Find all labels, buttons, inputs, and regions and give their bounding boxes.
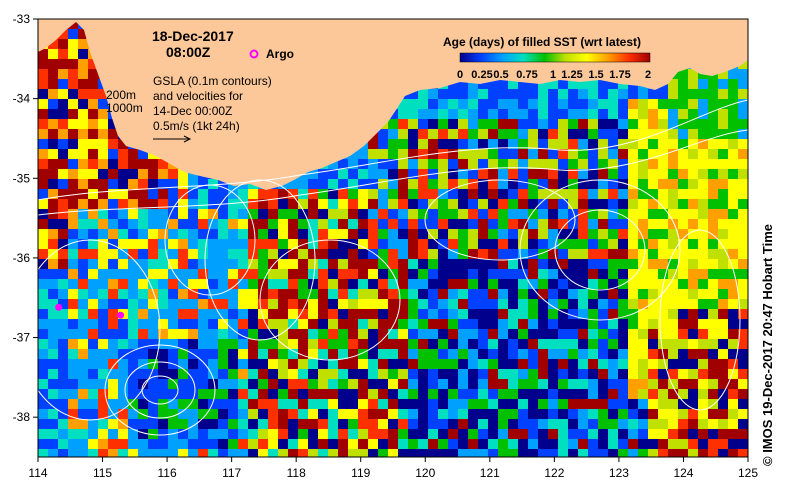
lat-tick-label: -33 bbox=[13, 12, 31, 26]
argo-legend-icon bbox=[249, 49, 259, 59]
map-time: 08:00Z bbox=[166, 44, 211, 60]
map-annotations: 18-Dec-2017 08:00Z Argo GSLA (0.1m conto… bbox=[106, 28, 294, 143]
legend-label: 0.75 bbox=[516, 69, 537, 81]
legend-label: 2 bbox=[645, 69, 651, 81]
depth-label-1000m: 1000m bbox=[106, 101, 143, 115]
argo-legend: Argo bbox=[249, 47, 294, 61]
argo-legend-label: Argo bbox=[266, 47, 294, 61]
lat-tick-label: -36 bbox=[13, 251, 31, 265]
map-date: 18-Dec-2017 bbox=[152, 28, 234, 44]
legend-label: 1 bbox=[550, 69, 556, 81]
lon-tick-label: 122 bbox=[544, 466, 564, 480]
gsla-line-3: 14-Dec 00:00Z bbox=[153, 104, 232, 118]
axis-ticks: 114 115 116 117 118 119 120 121 122 123 124 125-33-… bbox=[13, 12, 759, 480]
legend-label: 0 bbox=[457, 69, 463, 81]
legend-label: 1.5 bbox=[588, 69, 603, 81]
gsla-line-4: 0.5m/s (1kt 24h) bbox=[153, 119, 240, 133]
legend-label: 1.75 bbox=[609, 69, 630, 81]
legend-label: 1.25 bbox=[561, 69, 582, 81]
lon-tick-label: 124 bbox=[673, 466, 693, 480]
legend-title: Age (days) of filled SST (wrt latest) bbox=[443, 35, 641, 49]
gsla-line-2: and velocities for bbox=[153, 89, 243, 103]
lon-tick-label: 119 bbox=[351, 466, 370, 480]
lon-tick-label: 117 bbox=[222, 466, 241, 480]
gsla-line-1: GSLA (0.1m contours) bbox=[153, 74, 272, 88]
lon-tick-label: 116 bbox=[158, 466, 177, 480]
argo-float-marker bbox=[55, 303, 63, 311]
lon-tick-label: 115 bbox=[93, 466, 112, 480]
lat-tick-label: -35 bbox=[13, 171, 31, 185]
lon-tick-label: 125 bbox=[738, 466, 758, 480]
legend-colorbar bbox=[459, 52, 651, 63]
velocity-scale-arrow-icon bbox=[153, 135, 192, 143]
argo-float-marker bbox=[117, 311, 125, 319]
lon-tick-label: 114 bbox=[28, 466, 47, 480]
imos-credit: © IMOS 19-Dec-2017 20:47 Hobart Time bbox=[760, 224, 775, 466]
lon-tick-label: 121 bbox=[480, 466, 500, 480]
lat-tick-label: -34 bbox=[13, 92, 31, 106]
legend-label: 0.5 bbox=[493, 69, 508, 81]
argo-floats bbox=[55, 303, 125, 319]
legend-label: 0.25 bbox=[471, 69, 492, 81]
lon-tick-label: 120 bbox=[415, 466, 435, 480]
lon-tick-label: 123 bbox=[609, 466, 629, 480]
lat-tick-label: -38 bbox=[13, 410, 31, 424]
depth-label-200m: 200m bbox=[106, 88, 136, 102]
plot-frame bbox=[37, 18, 749, 458]
lon-tick-label: 118 bbox=[287, 466, 306, 480]
gsla-contours bbox=[38, 99, 748, 436]
lat-tick-label: -37 bbox=[13, 331, 31, 345]
